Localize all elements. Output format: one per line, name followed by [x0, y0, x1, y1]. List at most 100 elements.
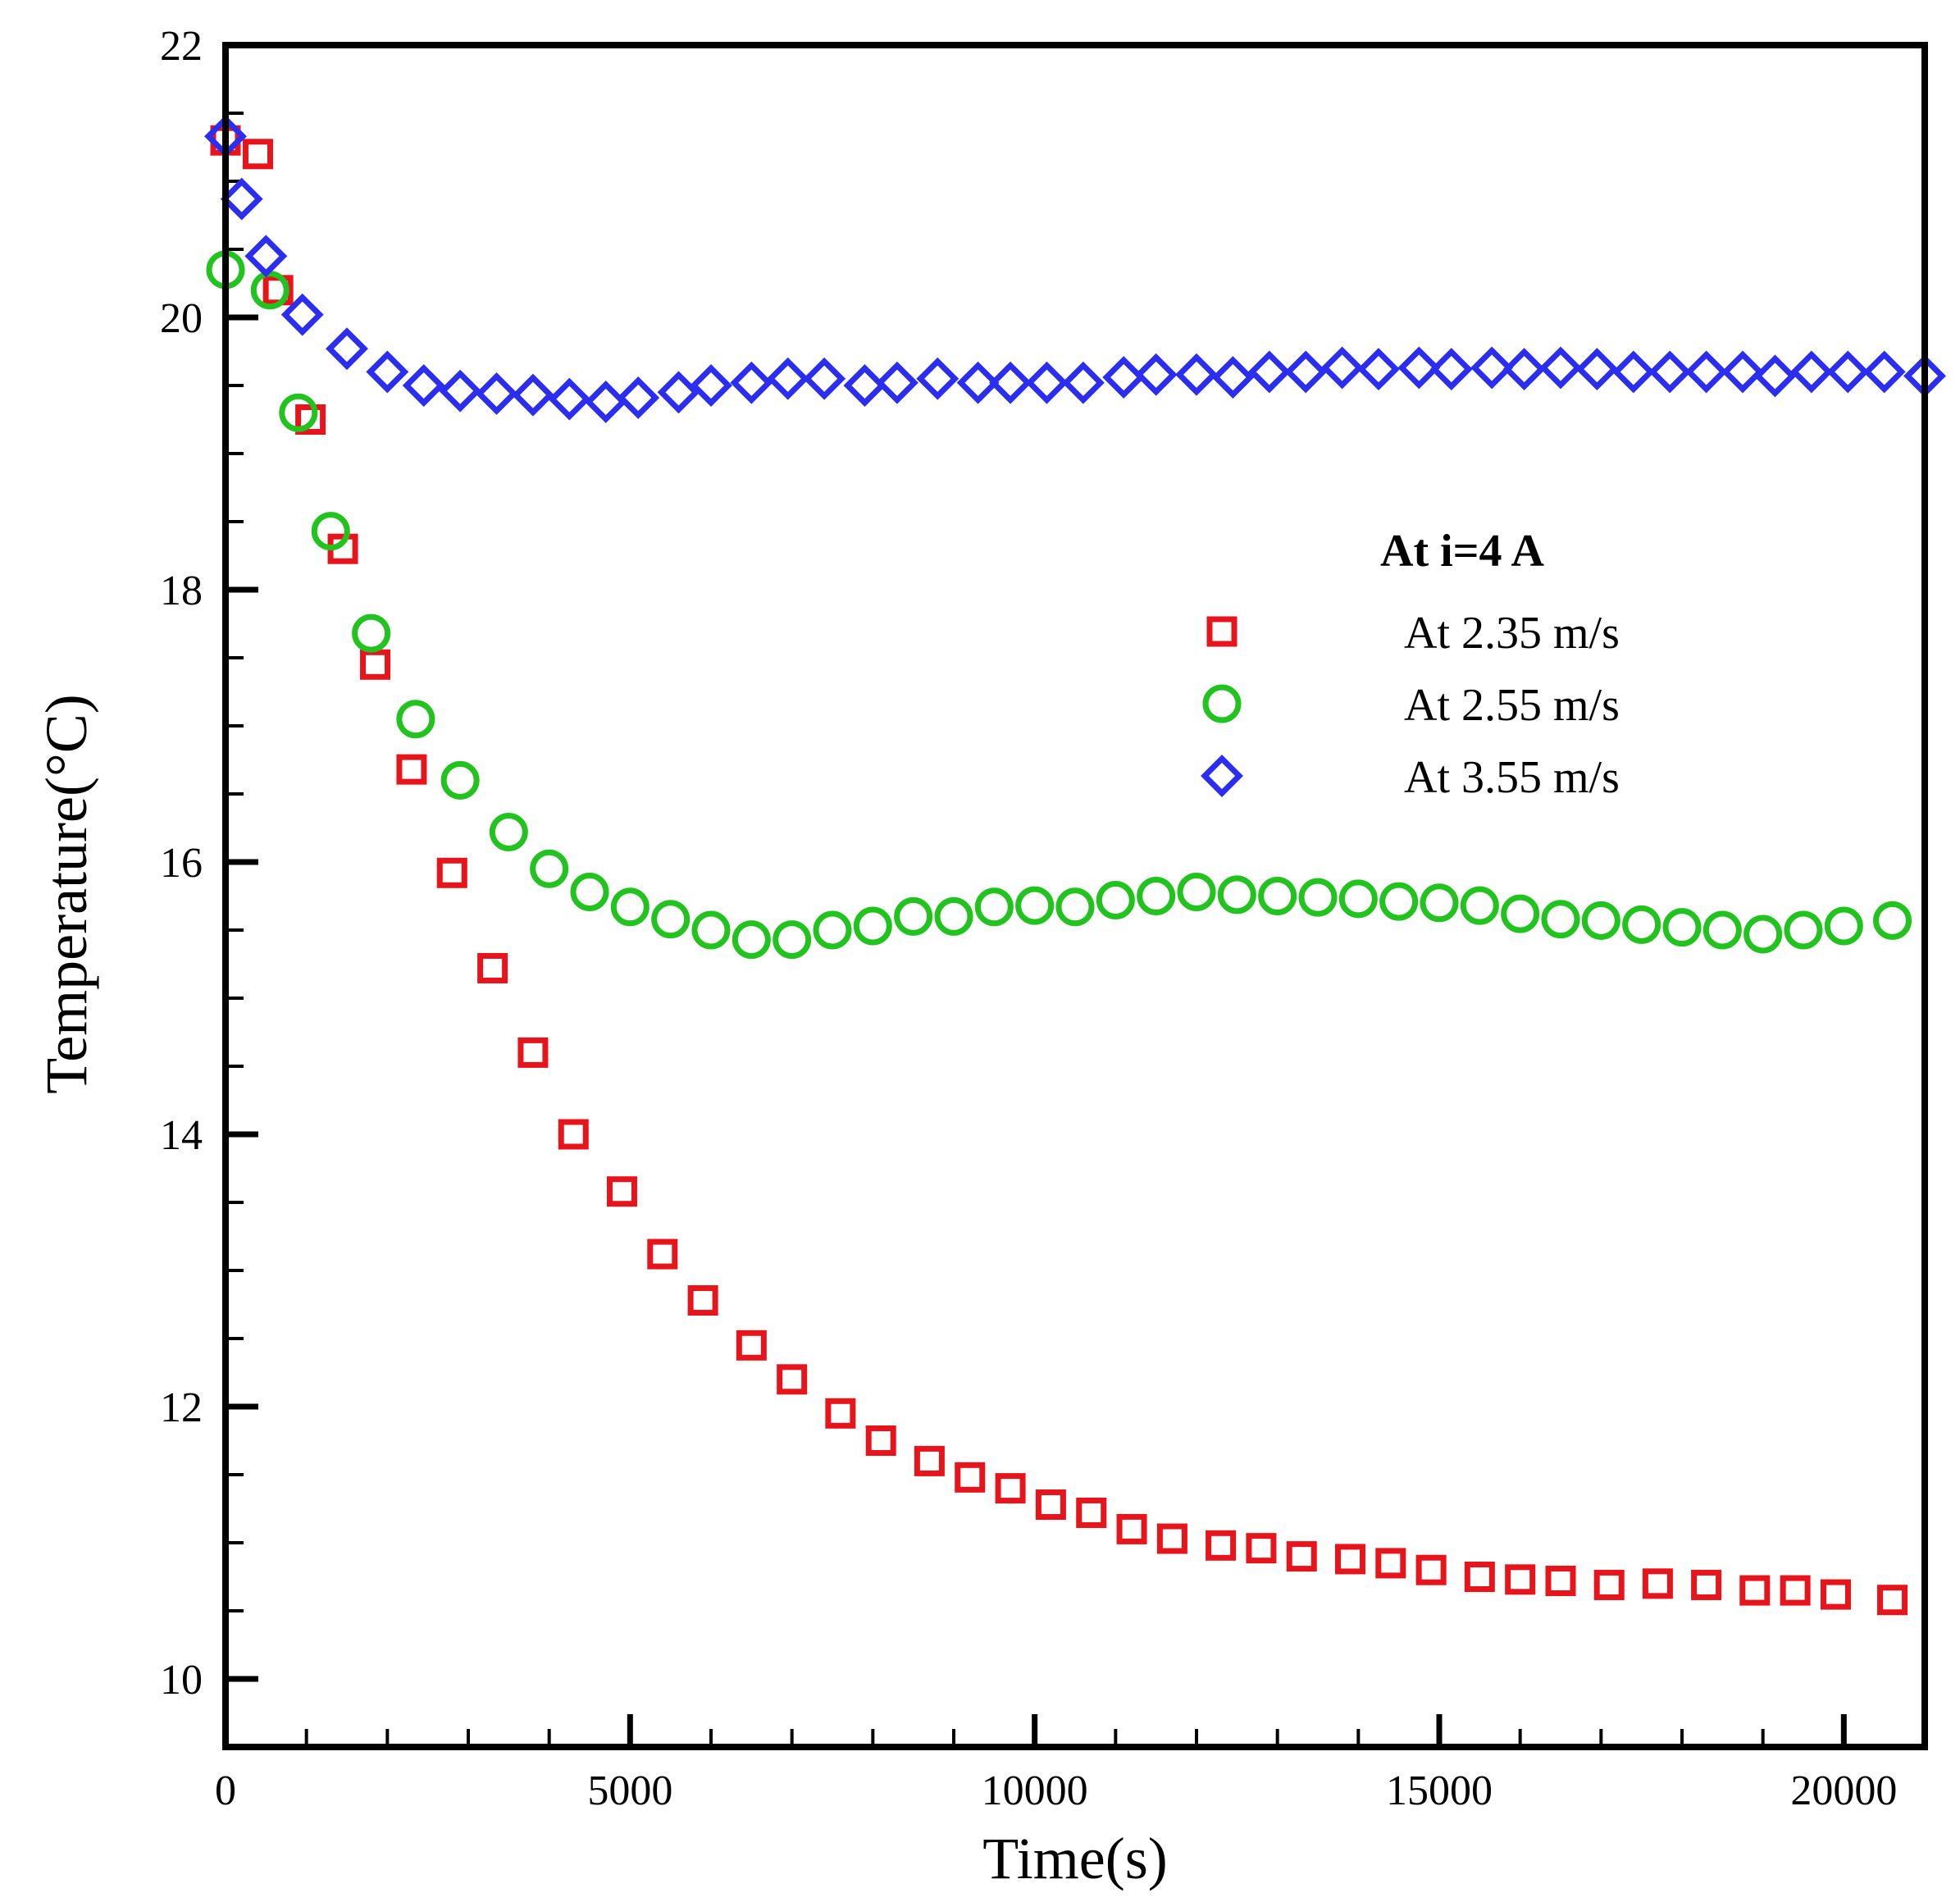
- series-diamond: [204, 115, 1946, 423]
- data-point-square: [1780, 1575, 1811, 1606]
- data-point-square: [1206, 1530, 1237, 1561]
- data-point-diamond: [1025, 361, 1069, 404]
- data-point-diamond: [511, 373, 554, 417]
- data-point-circle: [1217, 875, 1256, 915]
- data-point-diamond: [657, 371, 700, 414]
- y-axis-title: Temperature(°C): [34, 694, 99, 1094]
- data-point-circle: [651, 900, 691, 939]
- y-tick-label: 20: [160, 295, 203, 342]
- data-point-square: [1076, 1497, 1107, 1528]
- data-point-diamond: [875, 361, 918, 404]
- data-point-square: [955, 1462, 986, 1493]
- data-point-square: [777, 1364, 808, 1395]
- data-point-square: [865, 1425, 896, 1456]
- data-point-diamond: [1721, 350, 1764, 394]
- series-circle: [206, 250, 1912, 960]
- data-point-circle: [1824, 906, 1863, 946]
- data-point-circle: [853, 906, 892, 946]
- data-point-circle: [1338, 879, 1378, 919]
- data-point-diamond: [1357, 348, 1400, 391]
- legend-marker-circle: [1202, 684, 1242, 723]
- tick-labels: 10 12 14 16 18 20 22 0 5000 10000 15000 20000: [160, 23, 1897, 1814]
- data-point-diamond: [1397, 346, 1441, 390]
- data-point-square: [1691, 1569, 1722, 1600]
- x-axis-title: Time(s): [982, 1826, 1167, 1891]
- data-point-circle: [974, 887, 1014, 927]
- data-point-diamond: [220, 177, 263, 221]
- data-point-circle: [1096, 880, 1135, 919]
- data-point-diamond: [1134, 353, 1178, 396]
- x-tick-label: 5000: [587, 1767, 672, 1814]
- data-point-diamond: [843, 364, 887, 407]
- data-point-square: [1334, 1544, 1365, 1575]
- data-point-square: [736, 1330, 767, 1361]
- data-point-diamond: [1247, 350, 1291, 394]
- data-point-square: [825, 1398, 856, 1429]
- data-point-circle: [352, 613, 391, 653]
- data-point-diamond: [1211, 356, 1255, 399]
- data-point-circle: [1015, 886, 1055, 925]
- major-ticks: [222, 42, 1847, 1747]
- data-point-circle: [894, 896, 933, 936]
- data-point-square: [687, 1285, 718, 1316]
- data-point-circle: [530, 849, 569, 888]
- data-point-circle: [1460, 886, 1499, 925]
- data-point-circle: [1379, 882, 1419, 921]
- data-point-square: [1156, 1523, 1187, 1554]
- legend-marker-square: [1206, 616, 1238, 647]
- data-point-diamond: [1061, 361, 1105, 404]
- data-point-circle: [1541, 900, 1580, 939]
- data-point-square: [396, 754, 427, 785]
- x-tick-label: 20000: [1790, 1767, 1897, 1814]
- y-tick-label: 12: [160, 1384, 203, 1431]
- data-point-diamond: [766, 357, 809, 400]
- data-point-square: [1593, 1569, 1625, 1600]
- data-point-circle: [1873, 901, 1912, 940]
- data-point-circle: [1420, 883, 1459, 923]
- data-point-diamond: [989, 361, 1032, 404]
- legend-label: At 2.35 m/s: [1404, 608, 1620, 659]
- data-point-square: [606, 1176, 637, 1207]
- data-point-square: [1739, 1575, 1771, 1606]
- y-tick-label: 14: [160, 1112, 203, 1159]
- data-point-square: [242, 139, 273, 170]
- data-point-square: [647, 1238, 678, 1270]
- data-point-diamond: [1284, 350, 1328, 394]
- data-point-circle: [250, 271, 289, 310]
- legend-label: At 3.55 m/s: [1404, 752, 1620, 803]
- data-point-circle: [1743, 915, 1783, 954]
- y-tick-label: 22: [160, 23, 203, 70]
- data-point-circle: [773, 920, 812, 960]
- data-point-circle: [1258, 877, 1297, 915]
- data-point-diamond: [1539, 346, 1582, 390]
- data-point-diamond: [1826, 350, 1870, 394]
- data-point-square: [517, 1037, 549, 1068]
- data-point-diamond: [617, 376, 660, 419]
- data-point-circle: [1784, 910, 1823, 950]
- data-point-diamond: [402, 364, 445, 407]
- data-point-diamond: [1102, 356, 1146, 399]
- data-point-diamond: [1429, 348, 1473, 391]
- data-point-square: [1877, 1585, 1908, 1616]
- data-point-diamond: [956, 361, 1000, 404]
- data-point-circle: [1137, 877, 1176, 915]
- data-point-circle: [1581, 901, 1620, 940]
- data-point-diamond: [1320, 346, 1364, 390]
- data-point-circle: [1702, 910, 1742, 950]
- data-point-diamond: [803, 357, 846, 400]
- data-point-square: [1415, 1554, 1447, 1585]
- data-point-circle: [1298, 878, 1338, 917]
- data-point-circle: [1622, 905, 1661, 944]
- data-point-diamond: [1575, 348, 1619, 391]
- data-point-square: [1035, 1489, 1066, 1521]
- data-point-square: [436, 857, 467, 888]
- data-point-diamond: [1502, 348, 1546, 391]
- data-point-diamond: [326, 327, 368, 371]
- data-point-diamond: [1175, 353, 1218, 396]
- data-point-diamond: [366, 350, 409, 394]
- data-point-diamond: [916, 357, 959, 400]
- data-point-square: [1116, 1513, 1147, 1544]
- legend-title: At i=4 A: [1380, 526, 1544, 577]
- data-point-circle: [311, 512, 350, 551]
